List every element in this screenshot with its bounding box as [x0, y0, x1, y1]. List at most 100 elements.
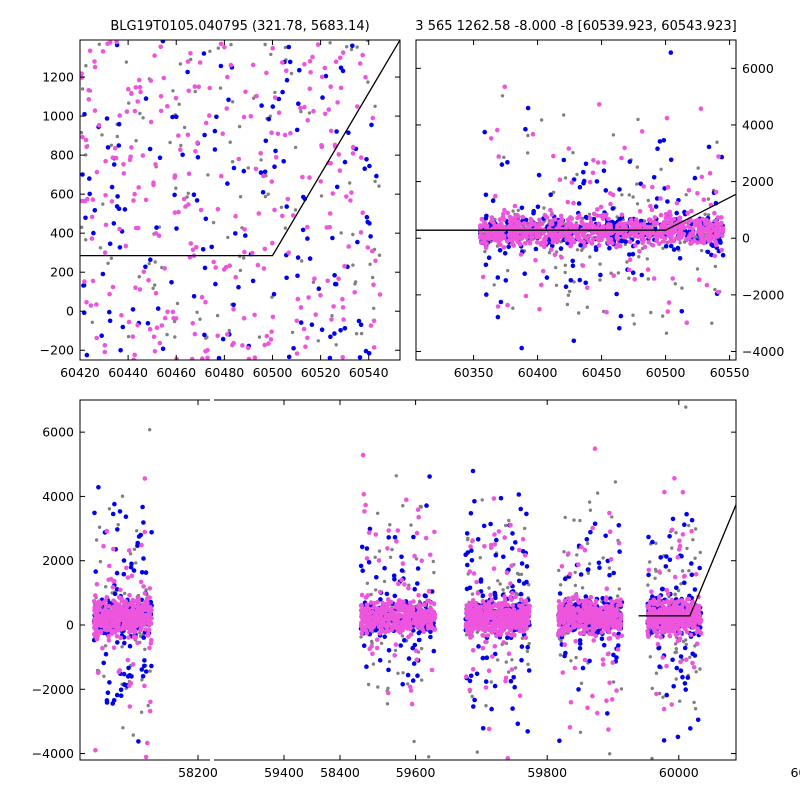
gray-point: [400, 634, 405, 638]
gray-point: [372, 306, 376, 310]
magenta-point: [310, 54, 315, 60]
magenta-point: [575, 215, 580, 221]
magenta-point: [658, 212, 664, 218]
blue-point: [139, 667, 145, 672]
gray-point: [607, 566, 612, 570]
gray-point: [227, 328, 231, 333]
gray-point: [470, 694, 474, 699]
blue-point: [287, 59, 293, 65]
blue-point: [689, 561, 694, 566]
gray-point: [676, 588, 681, 593]
magenta-point: [530, 131, 536, 137]
magenta-point: [367, 610, 373, 616]
blue-point: [82, 111, 87, 117]
magenta-point: [627, 267, 632, 273]
blue-point: [220, 336, 226, 342]
gray-point: [703, 212, 707, 216]
magenta-point: [597, 233, 602, 238]
blue-point: [483, 262, 489, 268]
blue-point: [392, 577, 397, 582]
gray-point: [627, 193, 631, 197]
blue-point: [512, 684, 517, 690]
magenta-point: [549, 230, 554, 235]
blue-point: [646, 534, 651, 540]
magenta-point: [337, 168, 343, 173]
y-tick-label: 0: [66, 304, 74, 319]
gray-point: [646, 198, 650, 203]
magenta-point: [139, 611, 145, 616]
blue-point: [364, 664, 369, 669]
magenta-point: [128, 680, 134, 686]
gray-point: [369, 639, 374, 644]
magenta-point: [285, 196, 291, 202]
blue-point: [309, 322, 315, 328]
magenta-point: [135, 99, 140, 104]
blue-point: [548, 192, 553, 197]
magenta-point: [138, 579, 144, 585]
magenta-point: [253, 166, 259, 172]
gray-point: [635, 165, 639, 169]
blue-point: [674, 665, 680, 671]
blue-point: [536, 172, 542, 178]
magenta-point: [268, 337, 274, 342]
magenta-point: [615, 223, 620, 228]
magenta-point: [106, 638, 112, 643]
blue-point: [84, 352, 90, 358]
blue-point: [471, 704, 476, 709]
gray-point: [571, 151, 575, 155]
magenta-point: [127, 592, 132, 598]
gray-point: [513, 666, 518, 670]
magenta-point: [501, 245, 507, 250]
gray-point: [230, 160, 235, 164]
magenta-point: [313, 312, 319, 317]
blue-point: [147, 146, 153, 152]
magenta-point: [100, 49, 106, 54]
magenta-point: [126, 86, 131, 92]
gray-point: [678, 241, 682, 245]
blue-point: [580, 665, 586, 671]
gray-point: [373, 555, 377, 559]
x-tick-label: 60520: [301, 365, 341, 380]
magenta-point: [534, 235, 540, 240]
magenta-point: [153, 290, 159, 296]
magenta-point: [524, 235, 530, 240]
magenta-point: [96, 123, 102, 128]
blue-point: [616, 643, 621, 648]
gray-point: [588, 508, 593, 512]
magenta-point: [306, 295, 311, 300]
blue-point: [488, 521, 493, 527]
blue-point: [116, 143, 122, 148]
blue-point: [611, 652, 616, 658]
blue-point: [195, 155, 201, 160]
gray-point: [478, 556, 482, 560]
magenta-point: [326, 107, 332, 112]
magenta-point: [363, 502, 368, 508]
blue-point: [558, 246, 564, 251]
magenta-point: [701, 197, 707, 202]
magenta-point: [242, 249, 247, 255]
gray-point: [693, 556, 697, 560]
magenta-point: [502, 84, 508, 90]
magenta-point: [132, 352, 137, 358]
blue-point: [360, 568, 366, 573]
gray-point: [648, 655, 652, 659]
blue-point: [525, 729, 530, 734]
gray-point: [673, 282, 677, 286]
blue-point: [431, 648, 437, 654]
magenta-point: [507, 225, 513, 230]
blue-point: [668, 243, 674, 249]
blue-point: [427, 474, 432, 479]
gray-point: [215, 313, 220, 318]
blue-point: [658, 555, 663, 560]
magenta-point: [696, 223, 701, 229]
gray-point: [182, 125, 187, 130]
magenta-point: [710, 235, 716, 240]
magenta-point: [637, 208, 643, 214]
blue-point: [194, 198, 200, 203]
magenta-point: [116, 628, 121, 633]
magenta-point: [508, 230, 513, 236]
blue-point: [120, 324, 126, 330]
magenta-point: [110, 155, 116, 160]
magenta-point: [373, 258, 378, 264]
gray-point: [371, 275, 375, 280]
